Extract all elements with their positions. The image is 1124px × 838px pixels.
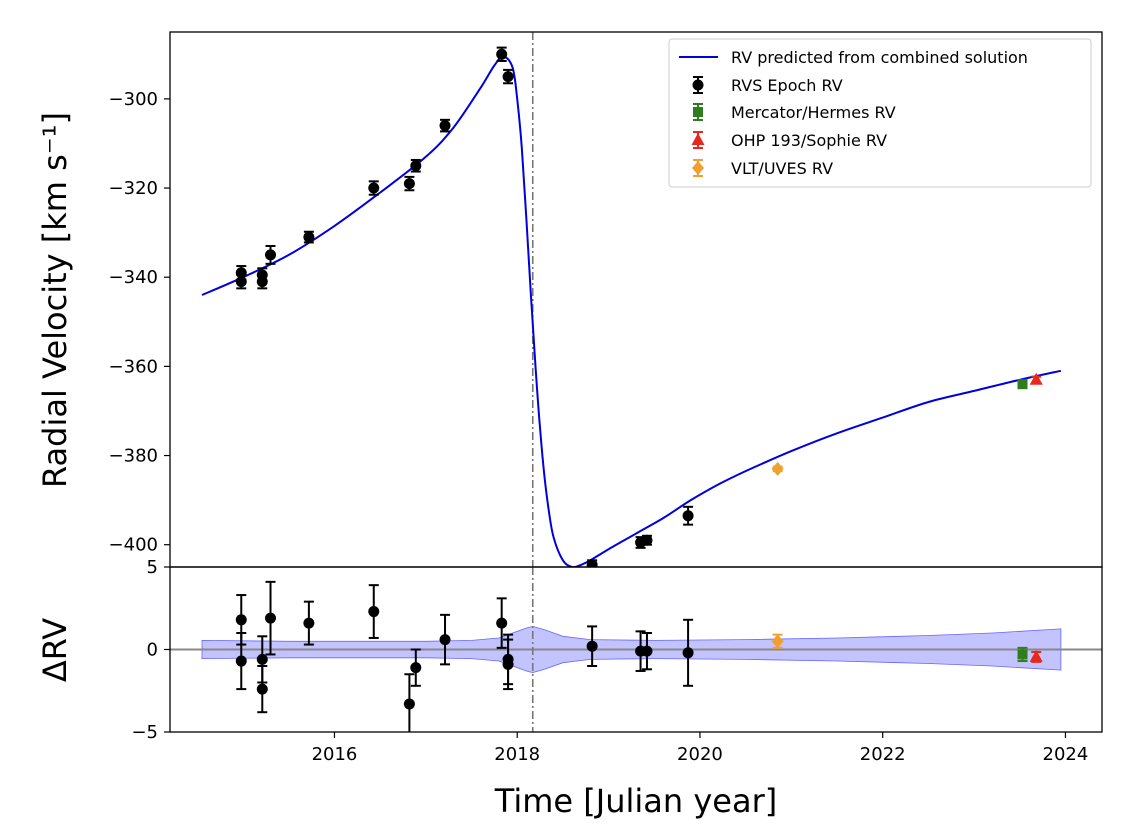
bottom-y-axis-label: ΔRV xyxy=(36,618,74,682)
bottom-y-tick-label: 0 xyxy=(147,640,158,661)
x-tick-label: 2020 xyxy=(677,744,723,765)
bottom-circle-point xyxy=(265,612,277,624)
bottom-circle-point xyxy=(502,658,514,670)
top-circle-point xyxy=(256,276,268,288)
bottom-circle-point xyxy=(303,617,315,629)
bottom-y-tick-label: 5 xyxy=(147,557,158,578)
legend-sophie-label: OHP 193/Sophie RV xyxy=(731,131,887,150)
x-tick-label: 2018 xyxy=(494,744,540,765)
bottom-circle-point xyxy=(256,653,268,665)
bottom-circle-point xyxy=(586,640,598,652)
legend: RV predicted from combined solution RVS … xyxy=(668,38,1092,188)
top-circle-point xyxy=(410,160,422,172)
top-y-tick-label: −300 xyxy=(109,89,158,110)
legend-hermes-swatch xyxy=(693,103,703,121)
bottom-circle-point xyxy=(682,647,694,659)
x-axis: 2016 2018 2020 2022 2024 xyxy=(312,732,1089,765)
top-y-tick-label: −320 xyxy=(109,178,158,199)
bottom-circle-point xyxy=(235,614,247,626)
top-plot-area xyxy=(201,32,1062,567)
legend-uves-swatch xyxy=(692,159,704,177)
top-circle-point xyxy=(496,48,508,60)
bottom-circle-point xyxy=(641,645,653,657)
top-diamond-point xyxy=(771,461,784,476)
top-y-axis: −300 −320 −340 −360 −380 −400 xyxy=(109,89,170,556)
top-circle-point xyxy=(439,120,451,132)
bottom-circle-point xyxy=(439,634,451,646)
top-y-axis-label: Radial Velocity [km s⁻¹] xyxy=(36,112,74,488)
legend-uves-label: VLT/UVES RV xyxy=(731,159,833,178)
legend-hermes-label: Mercator/Hermes RV xyxy=(731,103,896,122)
lg-rvs-marker xyxy=(692,79,704,91)
bottom-circle-point xyxy=(235,655,247,667)
legend-model-label: RV predicted from combined solution xyxy=(731,48,1028,67)
bottom-y-tick-label: −5 xyxy=(131,722,158,743)
top-circle-point xyxy=(235,276,247,288)
x-tick-label: 2022 xyxy=(860,744,906,765)
x-tick-label: 2024 xyxy=(1043,744,1089,765)
x-axis-label: Time [Julian year] xyxy=(494,782,777,820)
legend-sophie-swatch xyxy=(691,131,705,149)
bottom-circle-point xyxy=(256,683,268,695)
top-circle-point xyxy=(403,178,415,190)
top-square-point xyxy=(1017,379,1028,390)
top-y-tick-label: −400 xyxy=(109,535,158,556)
top-y-tick-label: −360 xyxy=(109,356,158,377)
bottom-circle-point xyxy=(410,662,422,674)
top-circle-point xyxy=(641,534,653,546)
bottom-diamond-point xyxy=(771,634,784,649)
top-panel: −300 −320 −340 −360 −380 −400 Radial Velocity… xyxy=(36,31,1103,568)
top-y-tick-label: −380 xyxy=(109,446,158,467)
lg-uves-marker xyxy=(692,161,704,175)
bottom-square-point xyxy=(1017,649,1028,660)
top-circle-point xyxy=(265,249,277,261)
top-triangle-point xyxy=(1029,372,1043,385)
legend-frame xyxy=(668,38,1092,188)
top-y-tick-label: −340 xyxy=(109,267,158,288)
bottom-circle-point xyxy=(403,698,415,710)
legend-rvs-swatch xyxy=(692,76,704,94)
top-circle-point xyxy=(682,510,694,522)
model-curve xyxy=(201,55,1062,567)
top-circle-point xyxy=(368,182,380,194)
legend-rvs-label: RVS Epoch RV xyxy=(731,76,843,95)
bottom-triangle-point xyxy=(1029,649,1043,662)
top-circle-point xyxy=(586,559,598,567)
lg-hermes-marker xyxy=(693,107,703,117)
bottom-plot-area xyxy=(170,567,1102,732)
x-tick-label: 2016 xyxy=(312,744,358,765)
bottom-panel: 5 0 −5 2016 2018 2020 2022 2024 ΔRV Time [Juli… xyxy=(36,557,1103,820)
bottom-circle-point xyxy=(368,606,380,618)
top-circle-point xyxy=(502,71,514,83)
bottom-y-axis: 5 0 −5 xyxy=(131,557,170,743)
bottom-circle-point xyxy=(496,617,508,629)
lg-sophie-marker xyxy=(691,133,705,145)
top-circle-point xyxy=(303,231,315,243)
